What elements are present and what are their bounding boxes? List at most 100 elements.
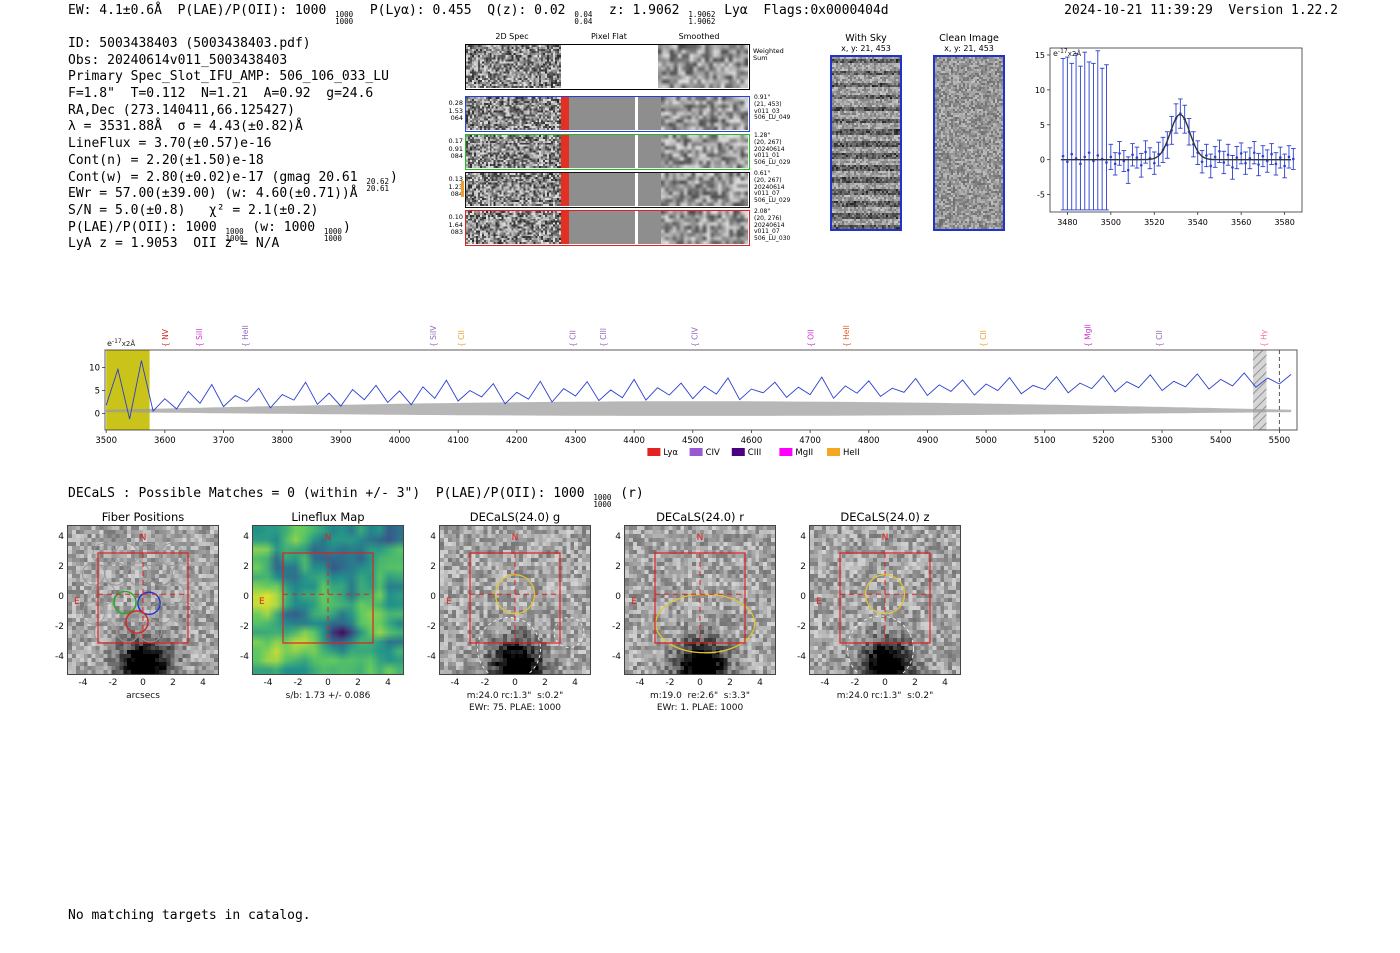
compass-north-label: N bbox=[140, 533, 147, 543]
weighted-sum-label: Weighted Sum bbox=[753, 48, 784, 62]
spec2d-row-right-label: 1.28" (20, 267) 20240614 v011_01 506_LU_029 bbox=[754, 133, 790, 167]
info-line: EWr = 57.00(±39.00) (w: 4.60(±0.71))Å bbox=[68, 186, 398, 203]
svg-text:5: 5 bbox=[95, 386, 100, 396]
x-tick-label: 2 bbox=[718, 678, 742, 688]
fiber-circle bbox=[115, 543, 137, 565]
with-sky-image bbox=[832, 57, 900, 229]
clean-image-title: Clean Image bbox=[931, 33, 1007, 44]
smoothed-2d-image bbox=[661, 211, 748, 244]
info-line: RA,Dec (273.140411,66.125427) bbox=[68, 103, 398, 120]
full-spectrum-chart: 3500 3600 3700 3800 3900 4000 4100 4200 4300 4400… bbox=[60, 288, 1340, 473]
source-ellipse bbox=[656, 594, 755, 653]
y-tick-label: -4 bbox=[42, 652, 64, 662]
y-tick-label: 4 bbox=[599, 532, 621, 542]
cosmic-mask-stripe bbox=[561, 211, 569, 244]
y-tick-label: 0 bbox=[599, 592, 621, 602]
svg-text:5000: 5000 bbox=[975, 436, 997, 446]
y-tick-label: 0 bbox=[227, 592, 249, 602]
svg-text:4700: 4700 bbox=[799, 436, 821, 446]
y-tick-label: 4 bbox=[42, 532, 64, 542]
svg-text:3700: 3700 bbox=[213, 436, 235, 446]
fiber-circle bbox=[117, 620, 139, 642]
with-sky-coords: x, y: 21, 453 bbox=[828, 44, 904, 53]
x-tick-label: -4 bbox=[71, 678, 95, 688]
lya-highlight-band bbox=[106, 350, 149, 430]
y-tick-label: 0 bbox=[42, 592, 64, 602]
spec2d-col-title: Pixel Flat bbox=[569, 32, 649, 41]
cutout-title: DECaLS(24.0) g bbox=[414, 510, 616, 524]
stacked-value: 0.04 0.04 bbox=[574, 11, 592, 25]
clean-image-frame bbox=[933, 55, 1005, 231]
svg-text:10: 10 bbox=[89, 363, 100, 373]
elixer-report-page: EW: 4.1±0.6Å P(LAE)/P(OII): 1000 1000 100… bbox=[0, 0, 1400, 953]
header-summary: EW: 4.1±0.6Å P(LAE)/P(OII): 1000 1000 100… bbox=[68, 3, 889, 25]
x-tick-label: 2 bbox=[161, 678, 185, 688]
legend-label: HeII bbox=[843, 448, 860, 458]
footer-line-1: No matching targets in catalog. bbox=[68, 908, 311, 924]
y-tick-label: -4 bbox=[784, 652, 806, 662]
svg-text:4000: 4000 bbox=[389, 436, 411, 446]
svg-text:3520: 3520 bbox=[1144, 218, 1164, 227]
y-tick-label: 4 bbox=[414, 532, 436, 542]
x-tick-label: 4 bbox=[748, 678, 772, 688]
with-sky-frame bbox=[830, 55, 902, 231]
pixel-flat-image bbox=[569, 173, 661, 206]
pixel-flat-line bbox=[635, 97, 638, 130]
compass-north-label: N bbox=[697, 533, 704, 543]
spec2d-col-title: 2D Spec bbox=[472, 32, 552, 41]
cutout-caption: m:24.0 rc:1.3" s:0.2" bbox=[780, 691, 990, 701]
x-tick-label: 0 bbox=[688, 678, 712, 688]
spec2d-row bbox=[465, 96, 750, 132]
y-tick-label: 2 bbox=[784, 562, 806, 572]
svg-text:4900: 4900 bbox=[917, 436, 939, 446]
svg-text:4100: 4100 bbox=[447, 436, 469, 446]
x-tick-label: -2 bbox=[658, 678, 682, 688]
x-tick-label: -4 bbox=[443, 678, 467, 688]
cutout-box: NE bbox=[440, 526, 590, 674]
x-tick-label: 4 bbox=[191, 678, 215, 688]
svg-text:0: 0 bbox=[95, 409, 100, 419]
info-line: Cont(w) = 2.80(±0.02)e-17 (gmag 20.61 20… bbox=[68, 170, 398, 187]
emission-line-label: { CII bbox=[979, 330, 988, 347]
x-tick-label: 4 bbox=[563, 678, 587, 688]
clean-image bbox=[935, 57, 1003, 229]
info-line: ID: 5003438403 (5003438403.pdf) bbox=[68, 36, 398, 53]
smoothed-2d-image bbox=[661, 173, 748, 206]
y-tick-label: -2 bbox=[42, 622, 64, 632]
pixel-flat-image bbox=[569, 211, 661, 244]
spec2d-row bbox=[465, 172, 750, 208]
cosmic-mask-stripe bbox=[561, 173, 569, 206]
with-sky-title: With Sky bbox=[828, 33, 904, 44]
x-tick-label: 0 bbox=[316, 678, 340, 688]
svg-text:5: 5 bbox=[1040, 121, 1045, 130]
fiber-circle bbox=[93, 543, 115, 565]
weighted-smoothed-image bbox=[658, 45, 748, 88]
svg-text:4300: 4300 bbox=[565, 436, 587, 446]
x-tick-label: -4 bbox=[628, 678, 652, 688]
svg-text:5300: 5300 bbox=[1151, 436, 1173, 446]
emission-line-label: { Hγ bbox=[1259, 329, 1268, 347]
compass-east-label: E bbox=[74, 597, 80, 607]
y-tick-label: 2 bbox=[599, 562, 621, 572]
svg-text:5200: 5200 bbox=[1093, 436, 1115, 446]
svg-text:3580: 3580 bbox=[1274, 218, 1294, 227]
axis-label: arcsecs bbox=[38, 691, 248, 701]
cutout-overlay: NE bbox=[625, 526, 775, 674]
x-tick-label: 4 bbox=[376, 678, 400, 688]
pixel-flat-line bbox=[635, 135, 638, 168]
svg-text:3900: 3900 bbox=[330, 436, 352, 446]
svg-text:4800: 4800 bbox=[858, 436, 880, 446]
cosmic-mask-stripe bbox=[561, 97, 569, 130]
emission-line-label: { SiII bbox=[195, 329, 204, 347]
x-tick-label: -4 bbox=[256, 678, 280, 688]
svg-text:5500: 5500 bbox=[1269, 436, 1291, 446]
x-tick-label: -4 bbox=[813, 678, 837, 688]
emission-line-label: { CII bbox=[1155, 330, 1164, 347]
y-tick-label: 0 bbox=[784, 592, 806, 602]
with-sky-panel: With Sky x, y: 21, 453 bbox=[828, 33, 904, 231]
cutout-caption: EWr: 75. PLAE: 1000 bbox=[410, 703, 620, 713]
y-tick-label: 0 bbox=[414, 592, 436, 602]
cutout-panel: Fiber Positions N E -4 -4 -2 -2 0 0 2 2 4 4 arcsecs bbox=[42, 508, 252, 740]
cutout-caption: m:24.0 rc:1.3" s:0.2" bbox=[410, 691, 620, 701]
svg-text:3500: 3500 bbox=[1101, 218, 1121, 227]
